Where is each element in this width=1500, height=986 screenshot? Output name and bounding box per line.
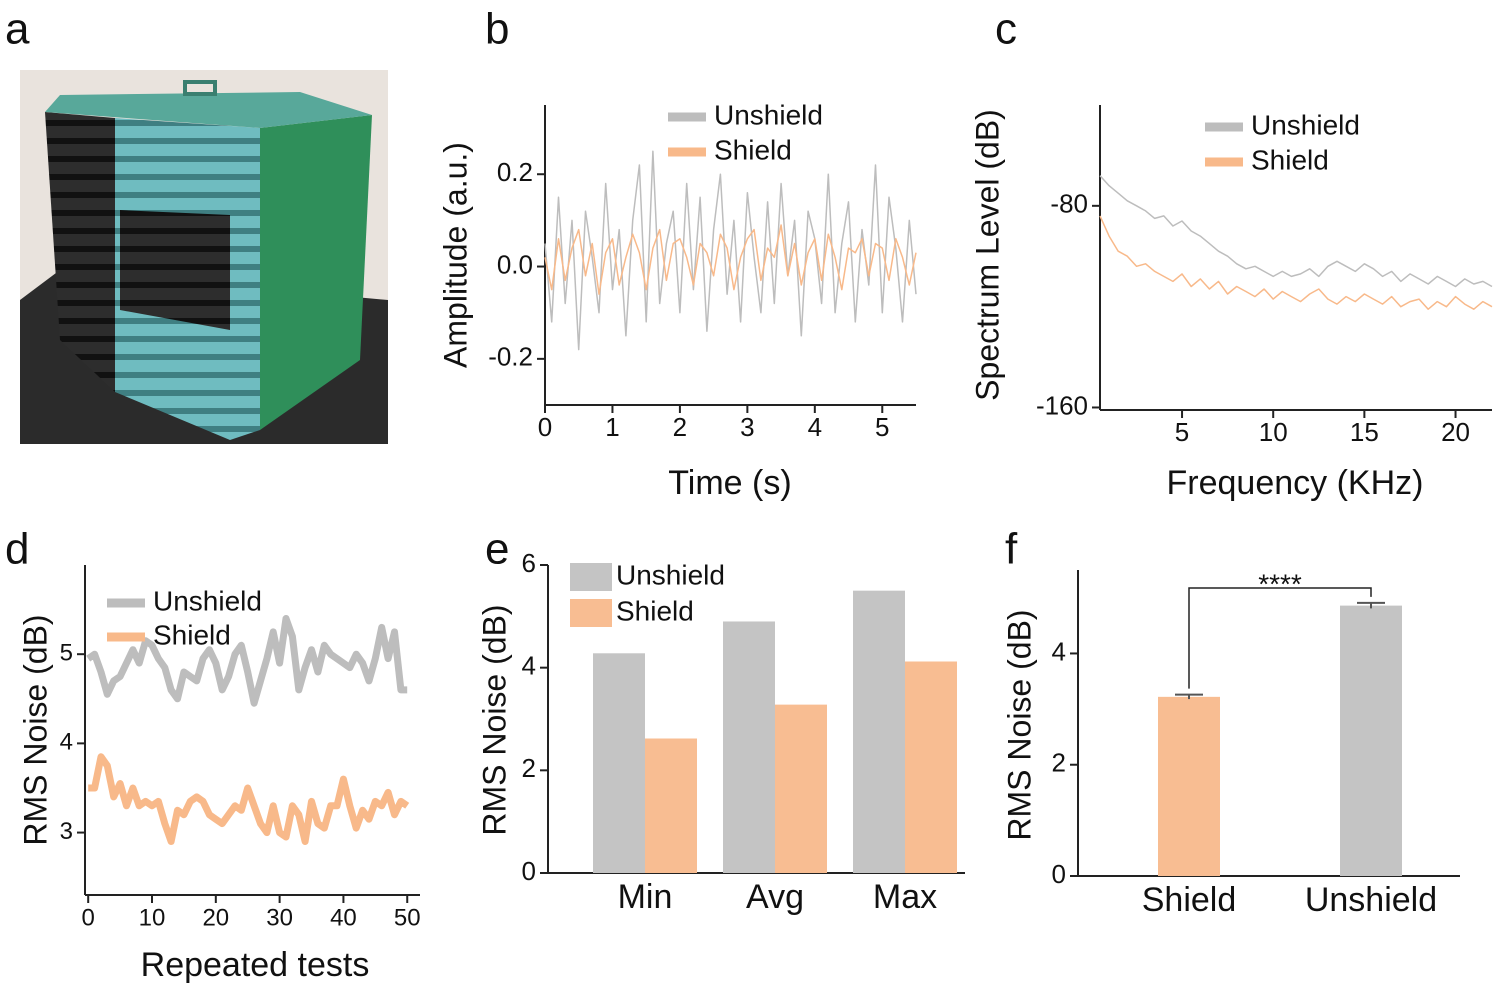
panel-label: f	[1005, 525, 1018, 574]
x-tick-label: 4	[808, 412, 822, 442]
significance-label: ****	[1258, 568, 1302, 599]
y-tick-label: 6	[522, 548, 536, 578]
x-tick-label: 20	[202, 904, 229, 931]
y-tick-label: 0	[522, 856, 536, 886]
y-tick-label: 0.0	[497, 249, 533, 279]
bar	[853, 590, 905, 873]
x-axis-label: Time (s)	[668, 464, 791, 502]
y-tick-label: -160	[1036, 390, 1088, 420]
y-tick-label: 4	[1052, 636, 1066, 666]
x-tick-label: 20	[1441, 417, 1470, 447]
series-line	[86, 615, 408, 707]
box-side	[260, 115, 372, 430]
handle	[183, 80, 217, 96]
box-top	[45, 92, 372, 128]
bar	[593, 653, 645, 873]
y-axis-label: RMS Noise (dB)	[1001, 609, 1037, 840]
legend-label: Unshield	[616, 559, 725, 590]
y-tick-label: 4	[60, 729, 73, 756]
y-tick-label: 3	[60, 818, 73, 845]
x-tick-label: 5	[1175, 417, 1189, 447]
y-tick-label: 2	[522, 753, 536, 783]
panel-label: e	[485, 525, 509, 574]
x-tick-label: 5	[875, 412, 889, 442]
y-axis-label: Amplitude (a.u.)	[437, 142, 473, 368]
bar	[1340, 605, 1402, 876]
y-axis-label: RMS Noise (dB)	[17, 614, 53, 845]
panel-label: d	[5, 525, 29, 574]
legend-label: Shield	[1251, 144, 1329, 175]
series-line	[544, 224, 917, 295]
series-line	[1099, 215, 1493, 310]
y-tick-label: 4	[522, 651, 536, 681]
panel: b -0.2 0.0 0.2 Amplitude (a.u.) Time (s) 0 1 2 3 4…	[437, 5, 917, 502]
x-tick-label: 0	[538, 412, 552, 442]
panel: f 0 2 4 RMS Noise (dB) Shield Unshield ****	[1001, 525, 1460, 919]
y-axis-label: RMS Noise (dB)	[476, 604, 512, 835]
x-tick-label: 0	[82, 904, 95, 931]
series-line	[1099, 175, 1493, 288]
bar	[723, 621, 775, 873]
foam-left	[45, 112, 115, 392]
legend-swatch	[570, 599, 612, 627]
legend-label: Shield	[153, 619, 231, 650]
y-tick-label: 2	[1052, 748, 1066, 778]
x-tick-label: 1	[605, 412, 619, 442]
x-tick-label: Unshield	[1305, 881, 1437, 919]
panel: d 3 4 5 RMS Noise (dB) Repeated tests 0 10 20 30 4…	[5, 525, 421, 984]
x-tick-label: 50	[394, 904, 421, 931]
x-tick-label: 10	[139, 904, 166, 931]
x-tick-label: 2	[673, 412, 687, 442]
panel: e 0 2 4 6 RMS Noise (dB) Min Avg Max Unshield Shie…	[476, 525, 965, 916]
x-tick-label: Min	[618, 878, 673, 916]
y-axis-label: Spectrum Level (dB)	[969, 109, 1005, 401]
legend-label: Shield	[616, 595, 694, 626]
y-tick-label: -0.2	[488, 342, 533, 372]
x-tick-label: Max	[873, 878, 937, 916]
photo: a	[5, 5, 388, 444]
x-tick-label: Shield	[1142, 881, 1237, 919]
bar	[905, 661, 957, 873]
x-tick-label: 10	[1259, 417, 1288, 447]
series-line	[88, 753, 410, 845]
x-tick-label: Avg	[746, 878, 804, 916]
bar	[775, 704, 827, 873]
bar	[1158, 696, 1220, 876]
legend-label: Unshield	[714, 99, 823, 130]
y-tick-label: 5	[60, 640, 73, 667]
y-tick-label: 0	[1052, 859, 1066, 889]
x-axis-label: Frequency (KHz)	[1167, 464, 1424, 502]
x-tick-label: 30	[266, 904, 293, 931]
bar	[645, 738, 697, 873]
y-tick-label: 0.2	[497, 157, 533, 187]
legend-label: Unshield	[1251, 109, 1360, 140]
x-tick-label: 40	[330, 904, 357, 931]
legend-label: Unshield	[153, 585, 262, 616]
x-tick-label: 15	[1350, 417, 1379, 447]
significance-bracket	[1188, 587, 1372, 689]
x-tick-label: 3	[740, 412, 754, 442]
x-axis-label: Repeated tests	[141, 946, 370, 984]
y-tick-label: -80	[1050, 189, 1088, 219]
foam-dark	[120, 210, 230, 330]
legend-label: Shield	[714, 134, 792, 165]
panel-label: a	[5, 5, 30, 54]
panel: c -160 -80 Spectrum Level (dB) Frequency (KH…	[969, 5, 1493, 502]
panel-label: c	[995, 5, 1017, 54]
legend-swatch	[570, 563, 612, 591]
series-line	[544, 150, 917, 351]
panel-label: b	[485, 5, 509, 54]
